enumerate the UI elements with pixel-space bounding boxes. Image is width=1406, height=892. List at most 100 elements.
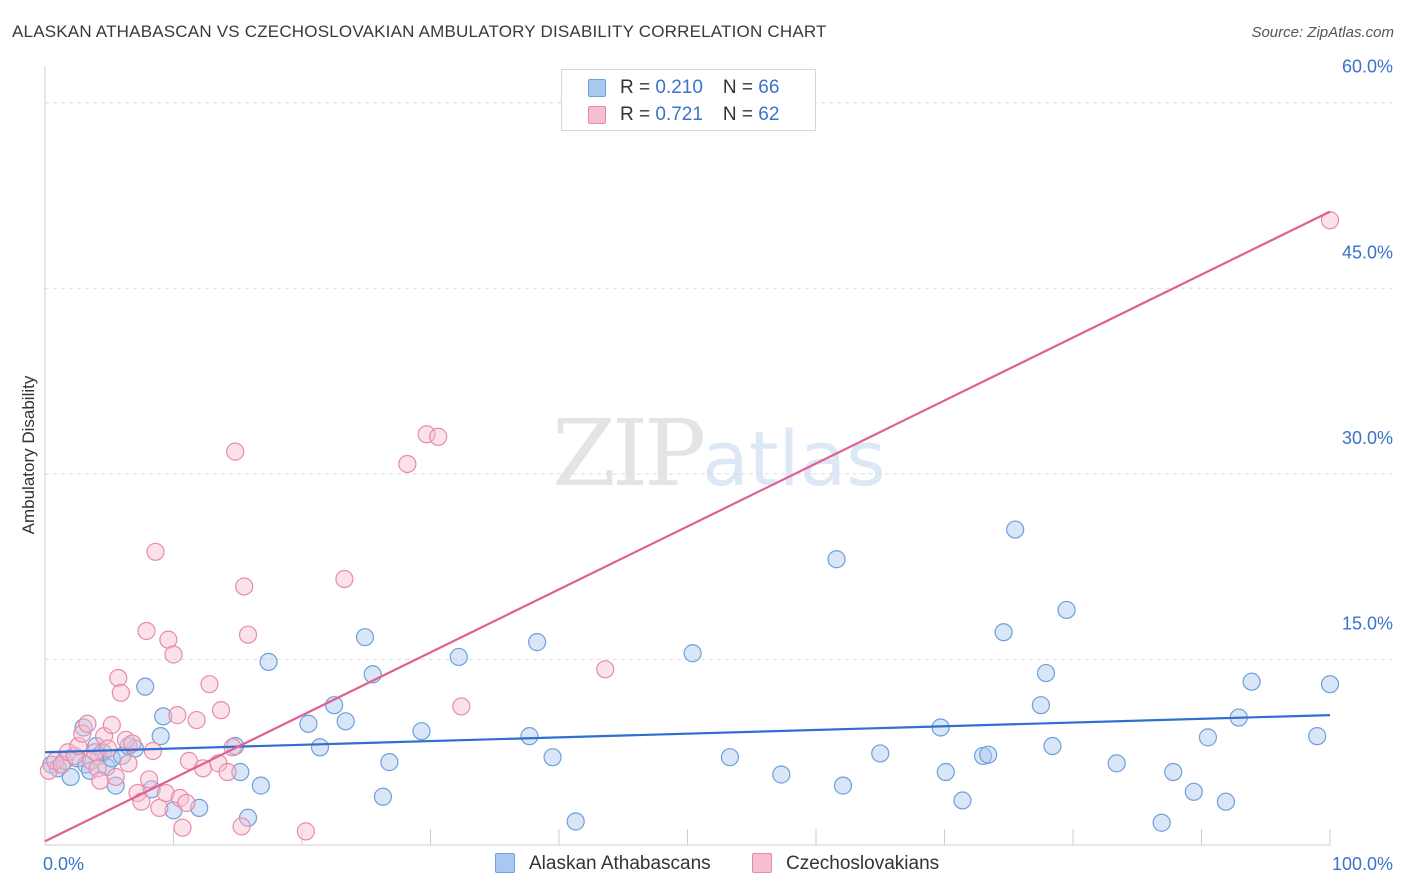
point-alaskan-athabascan xyxy=(1198,728,1218,747)
point-czechoslovakian xyxy=(596,660,615,679)
point-alaskan-athabascan xyxy=(528,633,547,652)
legend-r-value: 0.210 xyxy=(655,77,703,98)
point-alaskan-athabascan xyxy=(299,714,318,733)
legend-r-label: R = xyxy=(620,104,656,125)
point-czechoslovakian xyxy=(111,683,130,702)
legend-swatch-pink xyxy=(588,106,606,124)
point-czechoslovakian xyxy=(132,792,151,811)
point-czechoslovakian xyxy=(137,621,156,641)
point-czechoslovakian xyxy=(417,425,436,444)
point-czechoslovakian xyxy=(102,715,121,735)
x-tick-label: 0.0% xyxy=(43,854,84,874)
point-czechoslovakian xyxy=(193,759,213,778)
point-alaskan-athabascan xyxy=(259,652,278,672)
point-czechoslovakian xyxy=(235,577,254,596)
point-alaskan-athabascan xyxy=(336,712,355,731)
bottom-legend-swatch-pink xyxy=(752,853,772,873)
point-alaskan-athabascan xyxy=(566,812,585,831)
point-alaskan-athabascan xyxy=(1043,736,1062,756)
legend-text: R = 0.721 N = 62 xyxy=(620,104,779,126)
point-czechoslovakian xyxy=(78,714,97,733)
point-alaskan-athabascan xyxy=(61,767,80,787)
point-czechoslovakian xyxy=(143,741,163,761)
point-alaskan-athabascan xyxy=(936,762,955,782)
y-tick-label: 45.0% xyxy=(1342,242,1393,262)
y-axis-title: Ambulatory Disability xyxy=(19,375,38,534)
point-czechoslovakian xyxy=(173,818,192,837)
point-alaskan-athabascan xyxy=(543,748,562,767)
point-alaskan-athabascan xyxy=(683,644,702,663)
point-czechoslovakian xyxy=(429,427,448,446)
point-czechoslovakian xyxy=(398,454,417,474)
point-czechoslovakian xyxy=(98,739,118,758)
point-alaskan-athabascan xyxy=(449,647,468,667)
point-czechoslovakian xyxy=(200,675,219,694)
point-alaskan-athabascan xyxy=(1036,663,1056,683)
point-czechoslovakian xyxy=(139,770,159,789)
point-alaskan-athabascan xyxy=(380,753,399,772)
point-alaskan-athabascan xyxy=(520,727,539,746)
point-alaskan-athabascan xyxy=(772,765,791,784)
point-alaskan-athabascan xyxy=(412,722,431,741)
legend-n-label: N = xyxy=(722,77,759,98)
point-alaskan-athabascan xyxy=(1242,672,1261,691)
point-alaskan-athabascan xyxy=(994,623,1013,642)
axes xyxy=(44,66,1331,846)
point-alaskan-athabascan xyxy=(833,776,853,795)
point-czechoslovakian xyxy=(335,569,354,589)
point-alaskan-athabascan xyxy=(953,791,972,810)
trend-lines xyxy=(44,210,1331,843)
point-czechoslovakian xyxy=(109,668,128,688)
point-czechoslovakian xyxy=(119,754,138,773)
point-alaskan-athabascan xyxy=(720,748,740,767)
watermark-atlas: atlas xyxy=(702,414,886,503)
trend-line-alaskan-athabascans xyxy=(44,714,1331,754)
y-tick-label: 60.0% xyxy=(1342,57,1393,77)
point-alaskan-athabascan xyxy=(871,744,890,763)
y-tick-label: 30.0% xyxy=(1342,428,1393,448)
legend-r-value: 0.721 xyxy=(655,104,703,125)
point-alaskan-athabascan xyxy=(151,727,170,746)
point-czechoslovakian xyxy=(232,817,251,836)
point-czechoslovakian xyxy=(187,710,206,730)
point-alaskan-athabascan xyxy=(1320,675,1340,694)
point-alaskan-athabascan xyxy=(1184,782,1203,801)
point-czechoslovakian xyxy=(91,771,110,790)
point-czechoslovakian xyxy=(179,751,199,770)
point-czechoslovakian xyxy=(296,822,315,841)
point-alaskan-athabascan xyxy=(154,707,173,726)
point-czechoslovakian xyxy=(73,724,92,743)
bottom-legend-label: Alaskan Athabascans xyxy=(529,853,711,874)
point-alaskan-athabascan xyxy=(827,550,846,569)
point-czechoslovakian xyxy=(226,442,245,461)
point-alaskan-athabascan xyxy=(136,677,155,696)
bottom-legend-swatch-blue xyxy=(495,853,515,873)
series-czechoslovakians-points xyxy=(39,211,1340,841)
watermark-zip: ZIP xyxy=(552,400,706,507)
point-czechoslovakian xyxy=(211,701,231,720)
point-alaskan-athabascan xyxy=(251,776,270,795)
legend-n-value: 66 xyxy=(758,77,780,98)
point-alaskan-athabascan xyxy=(1216,792,1236,811)
point-czechoslovakian xyxy=(156,783,175,803)
point-alaskan-athabascan xyxy=(355,628,375,647)
series-alaskan-athabascans-points xyxy=(42,520,1340,832)
point-czechoslovakian xyxy=(82,751,101,770)
legend-n-value: 62 xyxy=(758,104,780,125)
point-czechoslovakian xyxy=(168,706,187,725)
point-alaskan-athabascan xyxy=(1006,520,1025,539)
point-alaskan-athabascan xyxy=(231,762,250,782)
point-alaskan-athabascan xyxy=(1152,813,1171,832)
trend-line-czechoslovakians xyxy=(44,210,1331,843)
point-alaskan-athabascan xyxy=(1107,754,1126,773)
point-alaskan-athabascan xyxy=(310,738,330,757)
point-czechoslovakian xyxy=(177,793,196,813)
point-czechoslovakian xyxy=(164,645,183,664)
point-alaskan-athabascan xyxy=(1308,727,1327,746)
grid-lines xyxy=(45,102,1392,660)
point-czechoslovakian xyxy=(123,734,142,753)
point-alaskan-athabascan xyxy=(373,787,393,806)
legend-swatch-blue xyxy=(588,79,606,97)
point-czechoslovakian xyxy=(146,542,165,561)
point-alaskan-athabascan xyxy=(1031,696,1050,715)
